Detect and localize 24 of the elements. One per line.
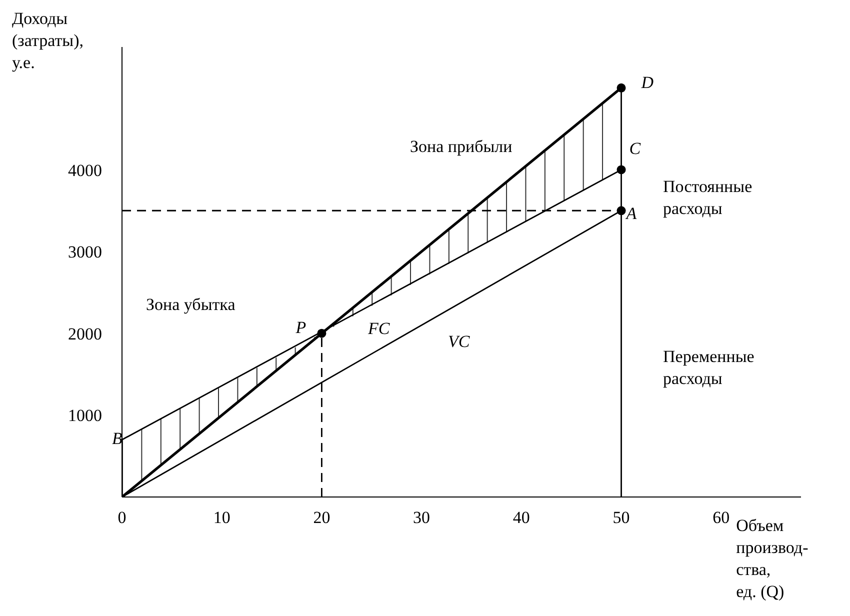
annotation: Постоянные расходы [663, 176, 752, 220]
y-tick-label: 3000 [68, 242, 102, 262]
annotation: VC [448, 331, 470, 353]
annotation: Зона убытка [146, 294, 236, 316]
x-tick-label: 10 [213, 508, 230, 528]
annotation: A [626, 202, 637, 225]
y-axis-title: Доходы (затраты), у.е. [12, 8, 84, 74]
x-tick-label: 50 [612, 508, 630, 528]
y-tick-label: 2000 [68, 324, 102, 344]
annotation: P [296, 317, 306, 340]
x-axis-title: Объем производ- ства, ед. (Q) [736, 515, 808, 603]
x-tick-label: 60 [712, 508, 730, 528]
annotation: D [641, 72, 654, 94]
x-tick-label: 30 [413, 508, 430, 528]
annotation: B [112, 428, 122, 450]
annotation: FC [368, 318, 390, 340]
x-tick-label: 40 [512, 508, 530, 528]
annotation: C [629, 138, 641, 160]
x-tick-label: 0 [118, 508, 126, 528]
y-tick-label: 4000 [68, 160, 102, 180]
annotation: Переменные расходы [663, 346, 754, 390]
x-tick-label: 20 [313, 508, 330, 528]
y-tick-label: 1000 [68, 406, 102, 426]
annotation: Зона прибыли [410, 136, 512, 158]
